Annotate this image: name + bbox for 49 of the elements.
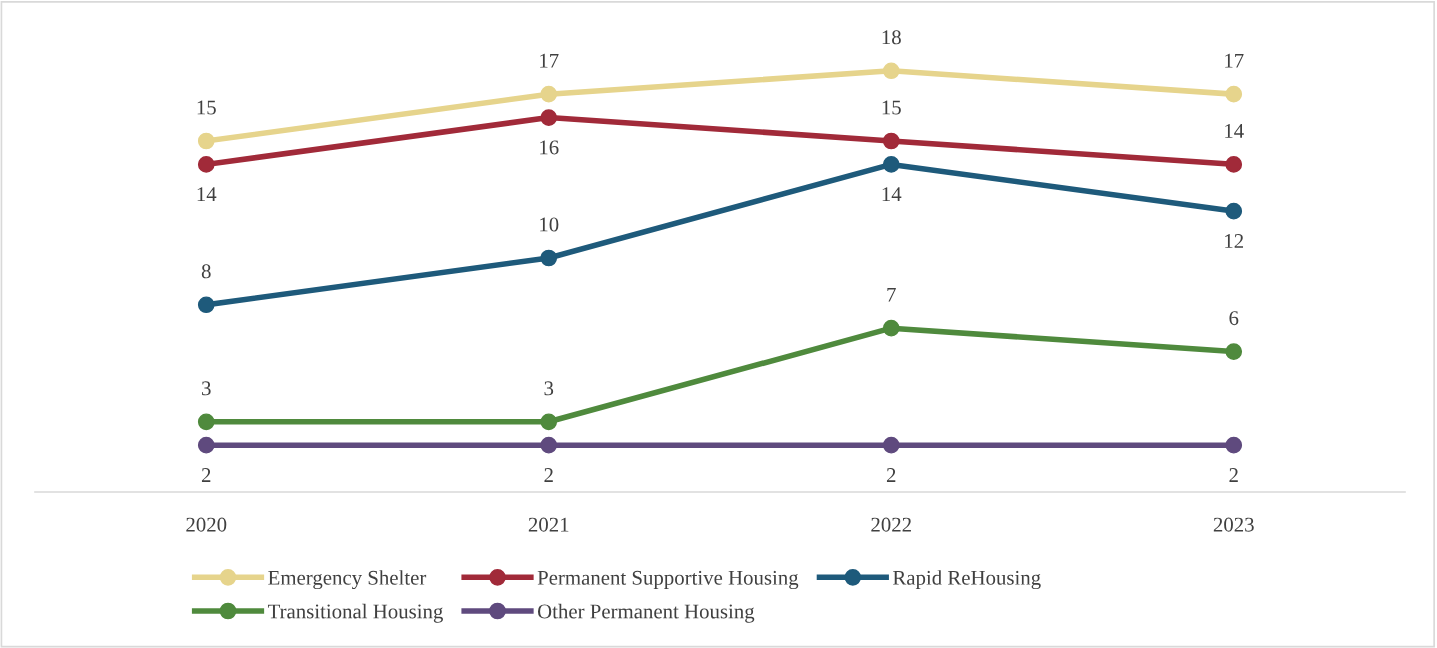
- x-tick-label: 2022: [871, 517, 911, 532]
- data-label: 3: [544, 381, 554, 396]
- data-label: 3: [202, 381, 211, 396]
- data-label: 10: [540, 217, 559, 232]
- data-label: 8: [201, 264, 211, 279]
- legend-label: Other Permanent Housing: [537, 603, 755, 623]
- point: [882, 319, 900, 337]
- data-label: 17: [1225, 53, 1244, 68]
- point: [882, 156, 900, 173]
- data-label: 15: [882, 100, 901, 115]
- legend-label: Emergency Shelter: [268, 570, 427, 590]
- data-label: 2: [201, 468, 211, 482]
- data-label: 16: [540, 140, 559, 155]
- data-label: 14: [882, 187, 902, 202]
- point: [1225, 436, 1243, 454]
- point: [540, 249, 558, 267]
- data-label: 15: [197, 100, 216, 115]
- point: [1225, 156, 1243, 173]
- point: [197, 132, 215, 150]
- data-label: 14: [197, 187, 217, 202]
- data-label: 2: [1229, 468, 1238, 482]
- point: [197, 156, 215, 173]
- data-label: 7: [887, 287, 896, 302]
- point: [197, 436, 215, 454]
- data-label: 12: [1225, 234, 1244, 248]
- point: [882, 62, 900, 80]
- data-label: 17: [540, 53, 559, 68]
- data-label: 2: [886, 468, 896, 482]
- point: [540, 109, 558, 126]
- point: [540, 85, 558, 103]
- data-label: 18: [882, 30, 901, 45]
- point: [882, 436, 900, 454]
- point: [197, 296, 215, 314]
- legend-label: Rapid ReHousing: [893, 570, 1041, 590]
- data-label: 6: [1229, 311, 1239, 326]
- x-tick-label: 2023: [1213, 517, 1254, 532]
- x-tick-label: 2020: [186, 517, 227, 532]
- legend-label: Transitional Housing: [267, 603, 443, 623]
- data-label: 2: [544, 468, 553, 482]
- point: [197, 413, 215, 431]
- point: [1225, 343, 1243, 360]
- point: [882, 132, 900, 150]
- point: [540, 413, 558, 431]
- point: [1225, 202, 1243, 220]
- point: [1225, 85, 1243, 103]
- data-label: 14: [1225, 123, 1244, 138]
- point: [540, 436, 558, 454]
- legend-label: Permanent Supportive Housing: [537, 570, 799, 590]
- x-tick-label: 2021: [528, 517, 569, 532]
